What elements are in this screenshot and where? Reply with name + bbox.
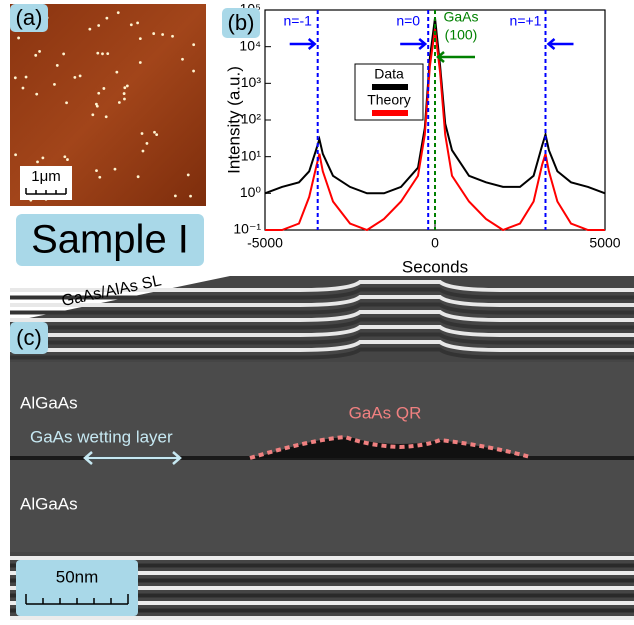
- y-tick-label: 10⁰: [240, 184, 262, 200]
- panel-label: (a): [16, 5, 43, 30]
- afm-dot: [130, 23, 133, 26]
- afm-dot: [117, 11, 120, 14]
- y-tick-label: 10²: [241, 111, 262, 127]
- wetting-label: GaAs wetting layer: [30, 427, 173, 446]
- legend-swatch: [372, 84, 408, 90]
- x-tick-label: -5000: [247, 235, 283, 251]
- reference-label: (100): [445, 27, 478, 43]
- afm-dot: [56, 64, 59, 67]
- afm-dot: [123, 98, 126, 101]
- afm-dot: [106, 52, 109, 55]
- afm-dot: [161, 33, 164, 36]
- afm-dot: [88, 28, 91, 31]
- afm-dot: [101, 52, 104, 55]
- afm-dot: [187, 174, 190, 177]
- afm-dot: [62, 53, 65, 56]
- afm-dot: [137, 175, 140, 178]
- ring-label: GaAs QR: [349, 403, 422, 422]
- afm-dot: [38, 50, 41, 53]
- y-tick-label: 10¹: [241, 147, 262, 163]
- afm-dot: [126, 85, 129, 88]
- order-label: n=+1: [510, 13, 542, 29]
- figure: (a) 1μm Sample I 10⁻¹10⁰10¹10²10³10⁴10⁵-…: [0, 0, 634, 620]
- afm-dot: [79, 75, 82, 78]
- afm-dot: [96, 52, 99, 55]
- afm-dot: [14, 76, 17, 79]
- afm-dot: [123, 92, 126, 95]
- legend-label: Theory: [367, 92, 411, 108]
- afm-dot: [146, 142, 149, 145]
- afm-dot: [105, 115, 108, 118]
- scale-text: 1μm: [31, 168, 60, 185]
- afm-dot: [152, 32, 155, 35]
- afm-dot: [102, 87, 105, 90]
- afm-dot: [41, 157, 44, 160]
- afm-dot: [115, 71, 118, 74]
- afm-dot: [17, 37, 20, 40]
- y-tick-label: 10⁴: [239, 37, 261, 53]
- afm-dot: [142, 150, 145, 153]
- x-tick-label: 5000: [589, 235, 620, 251]
- reference-label: GaAs: [443, 9, 478, 25]
- afm-dot: [189, 195, 192, 198]
- afm-dot: [192, 43, 195, 46]
- afm-dot: [153, 131, 156, 134]
- page: (a) 1μm Sample I 10⁻¹10⁰10¹10²10³10⁴10⁵-…: [0, 0, 634, 620]
- afm-dot: [22, 87, 25, 90]
- x-axis-label: Seconds: [402, 257, 468, 276]
- afm-dot: [181, 58, 184, 61]
- afm-dot: [65, 101, 68, 104]
- afm-dot: [95, 169, 98, 172]
- afm-dot: [192, 70, 195, 73]
- scale-text: 50nm: [56, 567, 99, 586]
- panel-label: (c): [16, 325, 42, 350]
- afm-dot: [66, 158, 69, 161]
- afm-dot: [98, 176, 101, 179]
- afm-dot: [136, 21, 139, 24]
- afm-dot: [34, 54, 37, 57]
- afm-dot: [141, 132, 144, 135]
- xrd-chart: 10⁻¹10⁰10¹10²10³10⁴10⁵-500005000SecondsI…: [222, 1, 621, 277]
- afm-dot: [97, 24, 100, 27]
- order-label: n=0: [396, 13, 420, 29]
- legend-label: Data: [374, 66, 404, 82]
- afm-dot: [53, 83, 56, 86]
- afm-dot: [14, 153, 17, 156]
- legend-swatch: [372, 110, 408, 116]
- barrier-label: AlGaAs: [20, 393, 78, 412]
- afm-dot: [25, 76, 28, 79]
- afm-dot: [114, 168, 117, 171]
- afm-dot: [171, 35, 174, 38]
- afm-dot: [36, 160, 39, 163]
- afm-dot: [139, 61, 142, 64]
- y-axis-label: Intensity (a.u.): [224, 66, 243, 174]
- afm-dot: [91, 113, 94, 116]
- panel-label: (b): [228, 10, 255, 35]
- afm-dot: [123, 86, 126, 89]
- afm-dot: [139, 37, 142, 40]
- afm-dot: [95, 103, 98, 106]
- sample-label: Sample I: [31, 218, 189, 262]
- barrier-label: AlGaAs: [20, 494, 78, 513]
- afm-dot: [105, 17, 108, 20]
- afm-dot: [174, 194, 177, 197]
- afm-dot: [73, 76, 76, 79]
- afm-dot: [35, 93, 38, 96]
- afm-dot: [155, 133, 158, 136]
- afm-dot: [97, 92, 100, 95]
- afm-dot: [63, 155, 66, 158]
- order-label: n=-1: [283, 13, 312, 29]
- y-tick-label: 10³: [241, 74, 262, 90]
- x-tick-label: 0: [431, 235, 439, 251]
- afm-dot: [118, 101, 121, 104]
